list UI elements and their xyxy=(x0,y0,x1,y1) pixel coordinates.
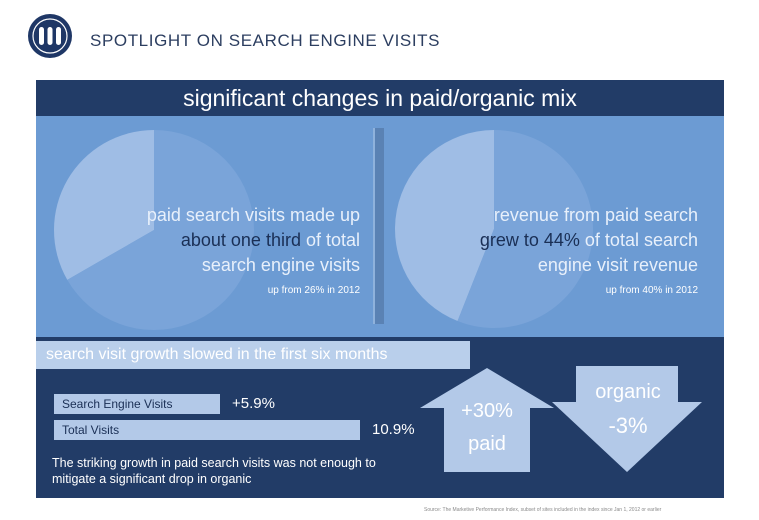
organic-change-value: -3% xyxy=(608,413,648,438)
paid-revenue-pie xyxy=(395,130,593,328)
caption-line: revenue from paid search xyxy=(493,205,698,225)
caption-note: up from 40% in 2012 xyxy=(605,285,698,296)
pie-slice-paid xyxy=(395,130,494,322)
growth-footnote: The striking growth in paid search visit… xyxy=(52,456,376,486)
caption-line: paid search visits made up xyxy=(146,205,360,225)
caption-line: engine visit revenue xyxy=(537,255,698,275)
caption-line: search engine visits xyxy=(201,255,360,275)
pie-slice-organic xyxy=(457,130,593,328)
paid-visits-caption: paid search visits made up about one thi… xyxy=(80,203,360,298)
pie-slice-paid xyxy=(53,130,154,280)
down-arrow xyxy=(552,366,702,472)
paid-revenue-caption: revenue from paid search grew to 44% of … xyxy=(418,203,698,298)
caption-text: of total xyxy=(300,230,360,250)
caption-text: of total search xyxy=(579,230,698,250)
pie-slice-organic xyxy=(67,130,254,330)
caption-highlight: about one third xyxy=(180,230,301,250)
up-arrow xyxy=(420,368,554,472)
bar-value-search-engine-visits: +5.9% xyxy=(232,395,275,412)
bar-search-engine-visits: Search Engine Visits xyxy=(54,394,220,414)
section-divider xyxy=(373,128,384,324)
paid-change-label: paid xyxy=(468,433,506,455)
change-arrows xyxy=(420,366,702,472)
caption-line: grew to 44% of total search xyxy=(418,228,698,253)
caption-note: up from 26% in 2012 xyxy=(267,285,360,296)
organic-change-label: organic xyxy=(595,381,661,403)
growth-banner: search visit growth slowed in the first … xyxy=(36,341,470,369)
bar-total-visits: Total Visits xyxy=(54,420,360,440)
source-citation: Source: The Marketive Performance Index,… xyxy=(424,507,662,513)
caption-line: about one third of total xyxy=(80,228,360,253)
caption-highlight: grew to 44% xyxy=(479,230,580,250)
bar-value-total-visits: 10.9% xyxy=(372,421,415,438)
page-title: SPOTLIGHT ON SEARCH ENGINE VISITS xyxy=(90,31,441,50)
headline: significant changes in paid/organic mix xyxy=(183,85,577,111)
paid-change-value: +30% xyxy=(461,400,513,422)
paid-visits-pie xyxy=(53,130,254,330)
marketing-logo-icon xyxy=(28,14,72,58)
